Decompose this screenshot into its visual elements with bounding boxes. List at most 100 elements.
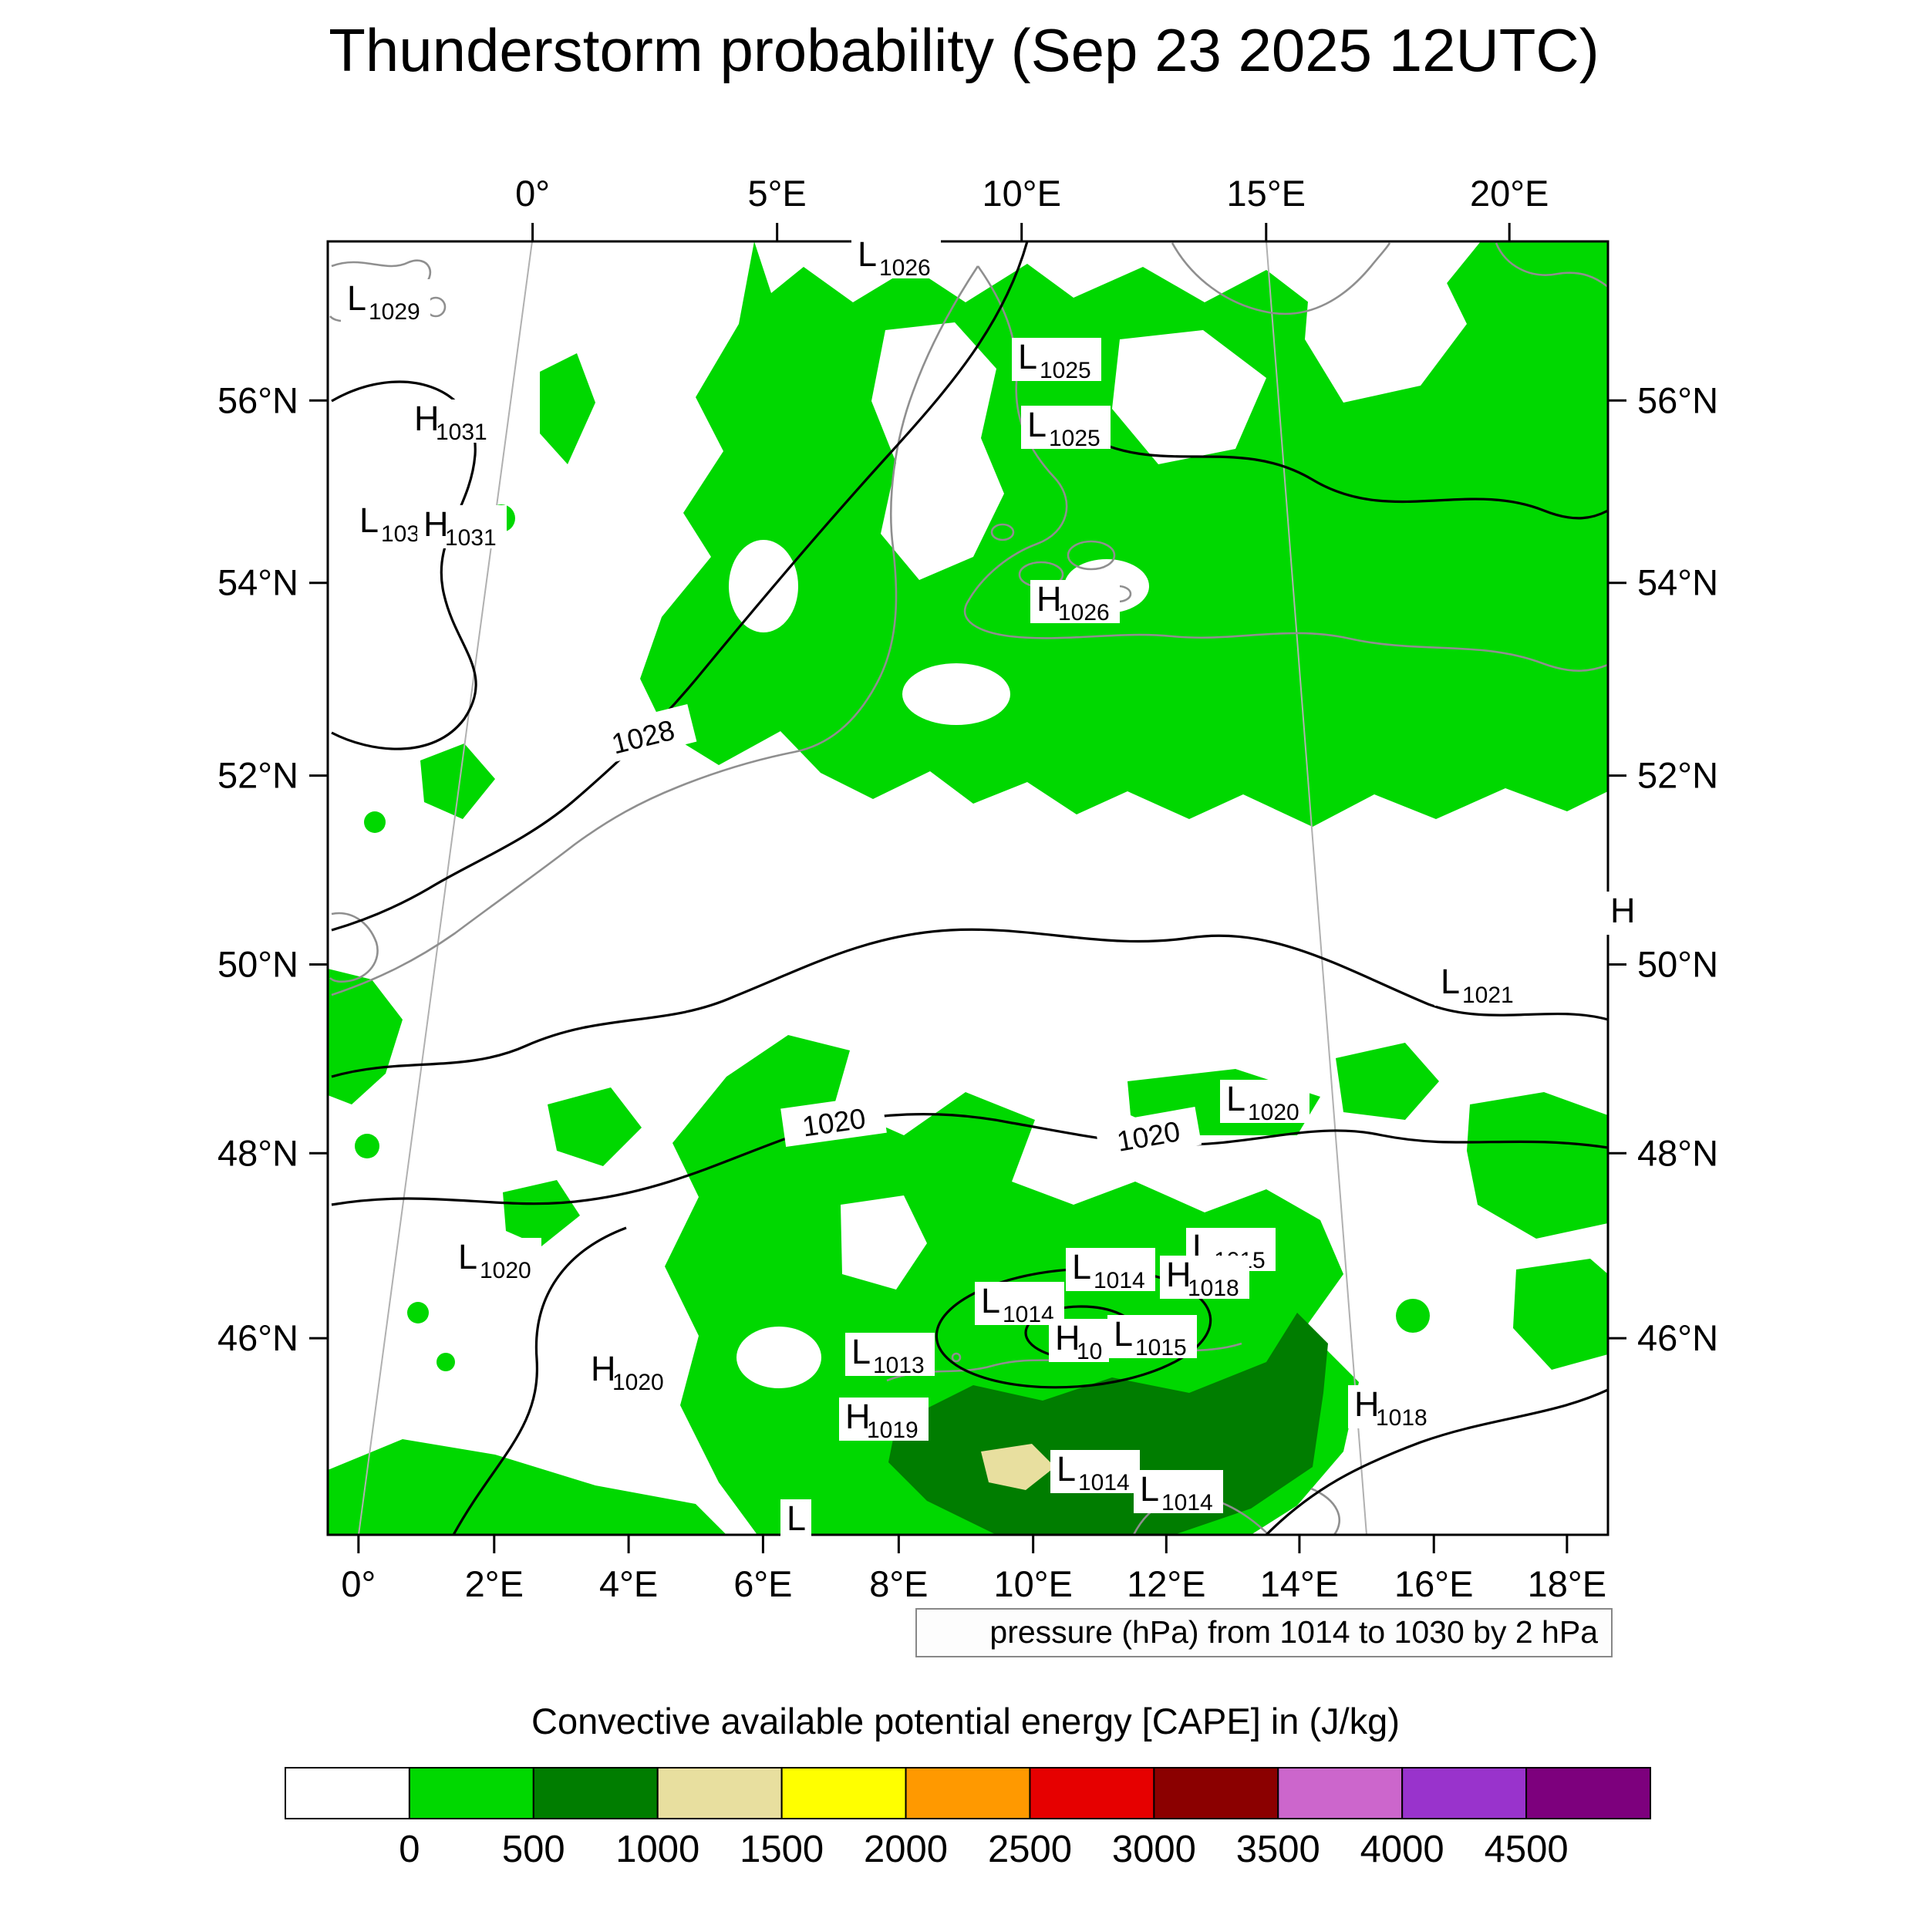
cape-hole	[871, 322, 1004, 580]
pressure-letter: H	[1036, 579, 1062, 619]
colorbar-tick-label: 0	[399, 1829, 420, 1870]
pressure-center-label: L 103	[353, 501, 428, 547]
left-axis-label: 46°N	[217, 1317, 298, 1358]
colorbar-cell	[1153, 1767, 1279, 1819]
pressure-value: 1021	[1462, 983, 1514, 1008]
coastline	[329, 912, 379, 983]
pressure-caption: pressure (hPa) from 1014 to 1030 by 2 hP…	[989, 1614, 1598, 1650]
colorbar-tick-label: 4500	[1485, 1829, 1569, 1870]
bottom-axis-label: 16°E	[1394, 1563, 1473, 1604]
contour-inline-label: 1020	[780, 1094, 887, 1148]
legend-title: Convective available potential energy [C…	[531, 1701, 1400, 1741]
pressure-label-box	[1160, 1256, 1249, 1299]
right-axis-label: 52°N	[1637, 755, 1718, 796]
colorbar-tick-label: 1500	[740, 1829, 824, 1870]
pressure-letter: H	[423, 504, 449, 544]
pressure-label-box	[452, 1238, 541, 1281]
cape-region-layer	[328, 241, 1608, 1535]
pressure-letter: L	[851, 1332, 871, 1371]
coastline	[1495, 242, 1608, 288]
isobar-1028	[331, 241, 1029, 932]
left-axis-label: 56°N	[217, 379, 298, 420]
pressure-value: 1014	[1078, 1470, 1130, 1495]
bottom-axis-label: 4°E	[599, 1563, 658, 1604]
pressure-value: 103	[381, 521, 420, 547]
pressure-center-label: L	[780, 1499, 811, 1543]
pressure-value: 1015	[1135, 1335, 1187, 1360]
colorbar-tick-label: 500	[502, 1829, 565, 1870]
colorbar-tick-label: 4000	[1360, 1829, 1444, 1870]
pressure-label-box	[1021, 406, 1111, 449]
bottom-axis-label: 14°E	[1260, 1563, 1339, 1604]
pressure-center-label: L 1029	[341, 278, 430, 325]
left-axis-label: 54°N	[217, 562, 298, 603]
pressure-value: 1019	[867, 1418, 918, 1443]
cape-region	[328, 1439, 726, 1535]
pressure-letter: L	[1140, 1469, 1159, 1509]
cape-hole	[736, 1327, 821, 1388]
isobar	[331, 928, 1608, 1078]
pressure-value: 1014	[1003, 1302, 1054, 1327]
pressure-letter: L	[981, 1281, 1000, 1320]
pressure-label-box	[1107, 1315, 1197, 1358]
pressure-letter: L	[1114, 1314, 1133, 1354]
pressure-label-box	[341, 279, 430, 322]
pressure-letter: H	[1610, 891, 1636, 930]
pressure-value: 1020	[480, 1258, 531, 1283]
pressure-label-box	[1434, 963, 1524, 1006]
pressure-center-label: L 1025	[1012, 337, 1101, 383]
pressure-center-label: L 1014	[1050, 1449, 1140, 1495]
cape-region	[1396, 1299, 1430, 1333]
colorbar-tick-label: 2000	[864, 1829, 948, 1870]
left-axis-label: 52°N	[217, 755, 298, 796]
coastline	[1171, 242, 1391, 315]
bottom-axis-label: 12°E	[1127, 1563, 1205, 1604]
colorbar-cell	[1029, 1767, 1155, 1819]
pressure-letter: H	[591, 1349, 616, 1388]
right-axis-label: 56°N	[1637, 379, 1718, 420]
bottom-axis-label: 2°E	[465, 1563, 524, 1604]
right-axis-label: 48°N	[1637, 1132, 1718, 1173]
pressure-value: 1026	[879, 255, 931, 281]
bottom-axis-label: 0°	[341, 1563, 376, 1604]
pressure-label-box	[1220, 1080, 1309, 1123]
pressure-label-box	[1066, 1248, 1155, 1291]
cape-region	[364, 811, 386, 833]
pressure-value: 1031	[436, 420, 487, 445]
pressure-letter: H	[845, 1397, 871, 1436]
bottom-axis-label: 10°E	[993, 1563, 1072, 1604]
pressure-label-box	[1049, 1319, 1109, 1362]
pressure-letter: L	[787, 1499, 806, 1538]
map-frame	[326, 240, 1609, 1536]
colorbar-cell	[408, 1767, 534, 1819]
contour-label-text: 1028	[608, 714, 678, 760]
pressure-center-label: H10	[1049, 1318, 1109, 1364]
pressure-letter: L	[1226, 1079, 1245, 1118]
pressure-label-box	[408, 400, 497, 443]
top-axis-label: 0°	[515, 173, 550, 214]
colorbar-cell	[532, 1767, 659, 1819]
cape-hole	[902, 663, 1010, 725]
colorbar: 0 500 1000 1500 2000 2500 3000 3500 4000 4500	[285, 1767, 1652, 1870]
pressure-value: 1025	[1040, 358, 1091, 383]
contour-label-box	[588, 703, 697, 767]
cape-region	[355, 1134, 379, 1158]
isobar	[1265, 1388, 1608, 1535]
pressure-center-label: L 1025	[1021, 405, 1111, 451]
page-title: Thunderstorm probability (Sep 23 2025 12…	[329, 16, 1599, 84]
isobar	[452, 1226, 627, 1535]
pressure-value: 1018	[1188, 1276, 1239, 1301]
cape-region	[407, 1302, 429, 1323]
pressure-caption-box	[915, 1608, 1613, 1657]
bottom-axis-label: 18°E	[1528, 1563, 1606, 1604]
colorbar-cell	[905, 1767, 1031, 1819]
isobar	[331, 380, 477, 750]
pressure-center-label: L 1026	[851, 234, 941, 281]
pressure-label-box	[780, 1499, 811, 1543]
pressure-label-box	[1030, 580, 1120, 623]
